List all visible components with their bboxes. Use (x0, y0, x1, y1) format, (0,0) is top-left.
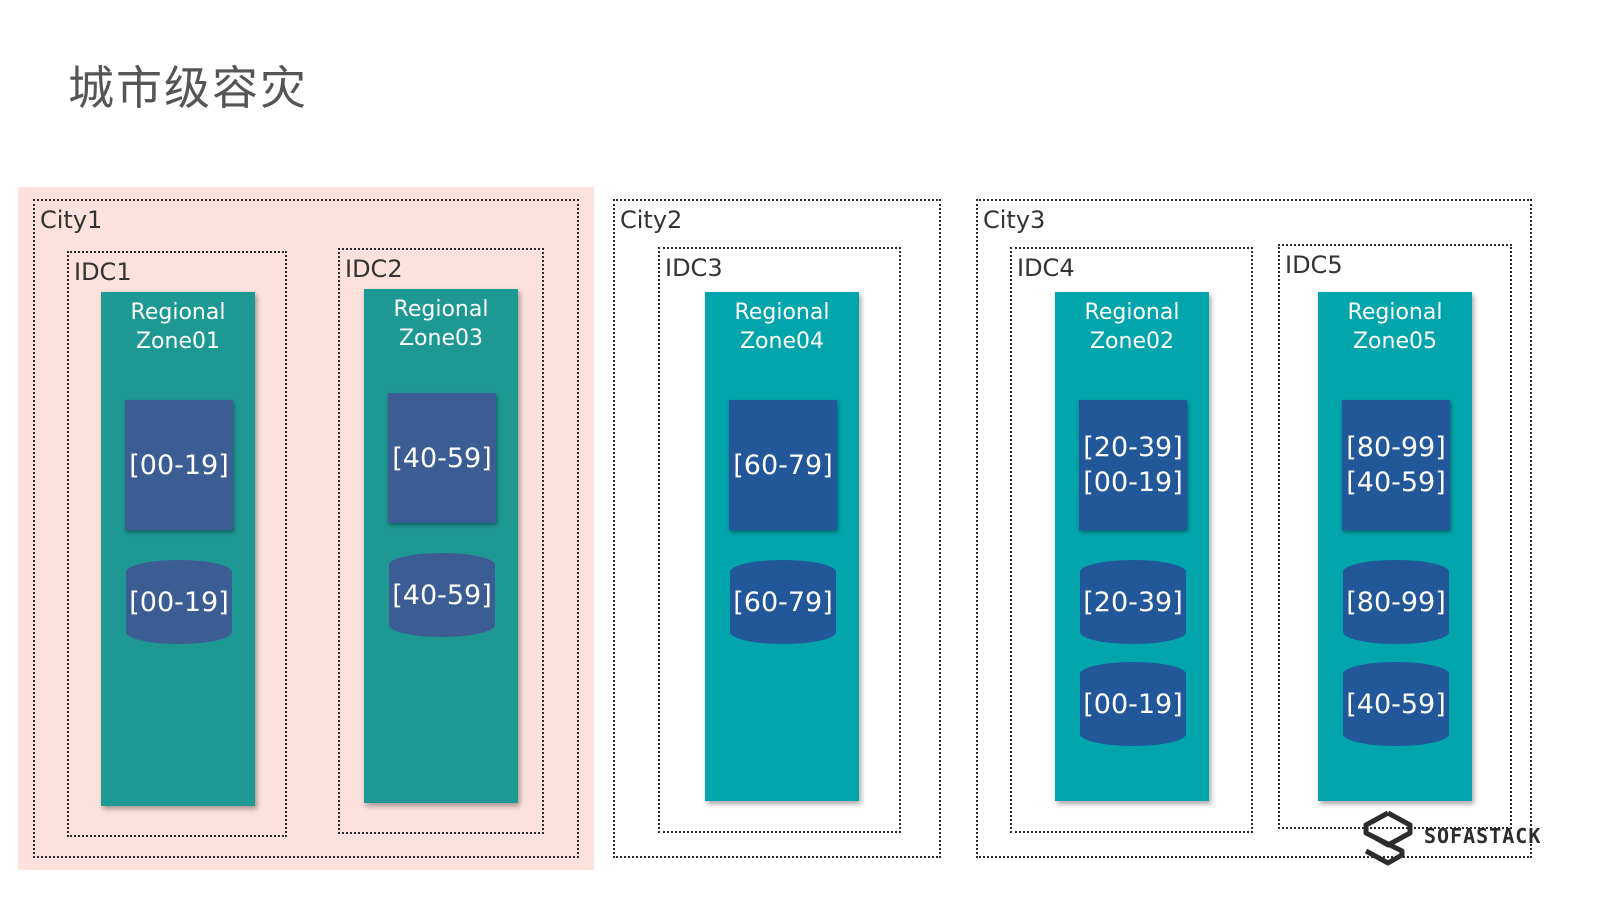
idc-label: IDC3 (665, 254, 723, 282)
city-box-city3: City3 (976, 199, 1532, 858)
regional-zone-02: Regional Zone02 [20-39] [00-19] [20-39] … (1055, 292, 1209, 801)
zone-title: Regional Zone01 (130, 300, 226, 354)
idc-box-idc5: IDC5 (1278, 244, 1512, 829)
shard-block: [80-99] [40-59] (1342, 400, 1450, 530)
database-cylinder: [00-19] (1080, 662, 1186, 746)
regional-zone-01: Regional Zone01 [00-19] [00-19] (101, 292, 255, 806)
shard-block: [60-79] (729, 400, 837, 530)
idc-label: IDC5 (1285, 251, 1343, 279)
idc-label: IDC2 (345, 255, 403, 283)
database-label: [20-39] (1083, 586, 1183, 618)
zone-title: Regional Zone02 (1084, 300, 1180, 354)
idc-label: IDC4 (1017, 254, 1075, 282)
city-label: City2 (620, 206, 683, 234)
database-label: [60-79] (733, 586, 833, 618)
shard-block: [00-19] (125, 400, 233, 530)
zone-title: Regional Zone05 (1347, 300, 1443, 354)
idc-box-idc1: IDC1 (67, 251, 287, 837)
city-label: City1 (40, 206, 103, 234)
database-label: [00-19] (129, 586, 229, 618)
idc-box-idc2: IDC2 (338, 248, 544, 834)
database-label: [40-59] (392, 579, 492, 611)
logo-text: SOFASTACK (1424, 824, 1542, 848)
database-label: [40-59] (1346, 688, 1446, 720)
idc-label: IDC1 (74, 258, 132, 286)
shard-block: [20-39] [00-19] (1079, 400, 1187, 530)
database-label: [00-19] (1083, 688, 1183, 720)
sofastack-logo: SOFASTACK (1362, 810, 1562, 870)
city-label: City3 (983, 206, 1046, 234)
zone-title: Regional Zone04 (734, 300, 830, 354)
database-label: [80-99] (1346, 586, 1446, 618)
database-cylinder: [40-59] (1343, 662, 1449, 746)
database-cylinder: [20-39] (1080, 560, 1186, 644)
page-title: 城市级容灾 (68, 61, 308, 115)
regional-zone-04: Regional Zone04 [60-79] [60-79] (705, 292, 859, 801)
zone-title: Regional Zone03 (393, 297, 489, 351)
database-cylinder: [60-79] (730, 560, 836, 644)
idc-box-idc3: IDC3 (658, 247, 901, 833)
database-cylinder: [40-59] (389, 553, 495, 637)
database-cylinder: [00-19] (126, 560, 232, 644)
regional-zone-03: Regional Zone03 [40-59] [40-59] (364, 289, 518, 803)
regional-zone-05: Regional Zone05 [80-99] [40-59] [80-99] … (1318, 292, 1472, 801)
city-box-city2: City2 (613, 199, 941, 858)
city-box-city1: City1 (33, 199, 579, 858)
shard-block: [40-59] (388, 393, 496, 523)
idc-box-idc4: IDC4 (1010, 247, 1253, 833)
sofastack-logo-icon (1363, 810, 1413, 866)
database-cylinder: [80-99] (1343, 560, 1449, 644)
